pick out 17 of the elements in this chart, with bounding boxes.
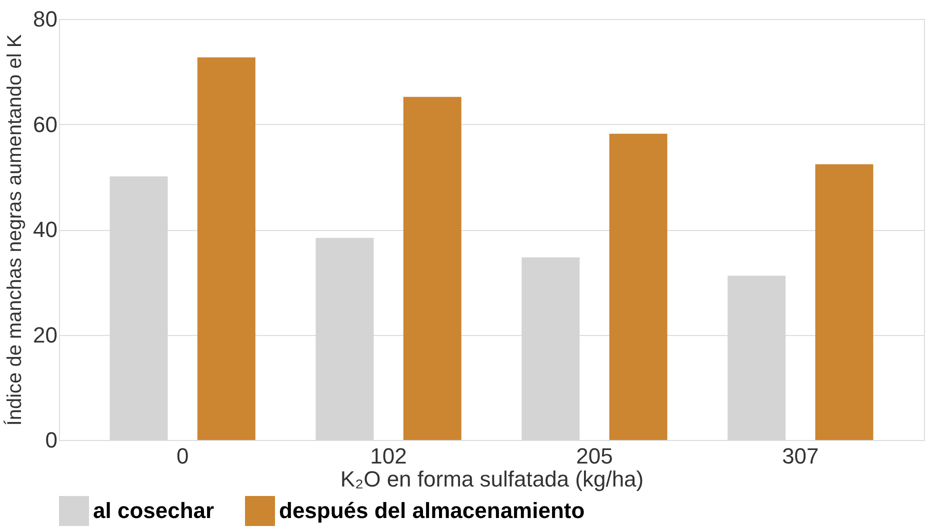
x-tick-label: 205 bbox=[576, 444, 613, 468]
legend-label: después del almacenamiento bbox=[279, 498, 585, 523]
legend-label: al cosechar bbox=[93, 498, 215, 523]
y-tick-label: 60 bbox=[33, 112, 58, 137]
bar bbox=[609, 134, 668, 440]
x-axis-title: K₂O en forma sulfatada (kg/ha) bbox=[340, 466, 644, 492]
bar bbox=[403, 96, 462, 440]
x-tick-label: 0 bbox=[176, 444, 189, 468]
y-tick-label: 80 bbox=[33, 6, 58, 32]
y-tick-label: 40 bbox=[33, 217, 58, 242]
x-tick-label: 102 bbox=[370, 444, 407, 468]
bar bbox=[815, 164, 874, 440]
x-tick-label: 307 bbox=[782, 444, 819, 468]
y-axis-title: Índice de manchas negras aumentando el K bbox=[3, 34, 26, 426]
y-tick-label: 0 bbox=[45, 428, 58, 452]
bar bbox=[197, 57, 256, 440]
y-tick-label: 20 bbox=[33, 322, 58, 348]
